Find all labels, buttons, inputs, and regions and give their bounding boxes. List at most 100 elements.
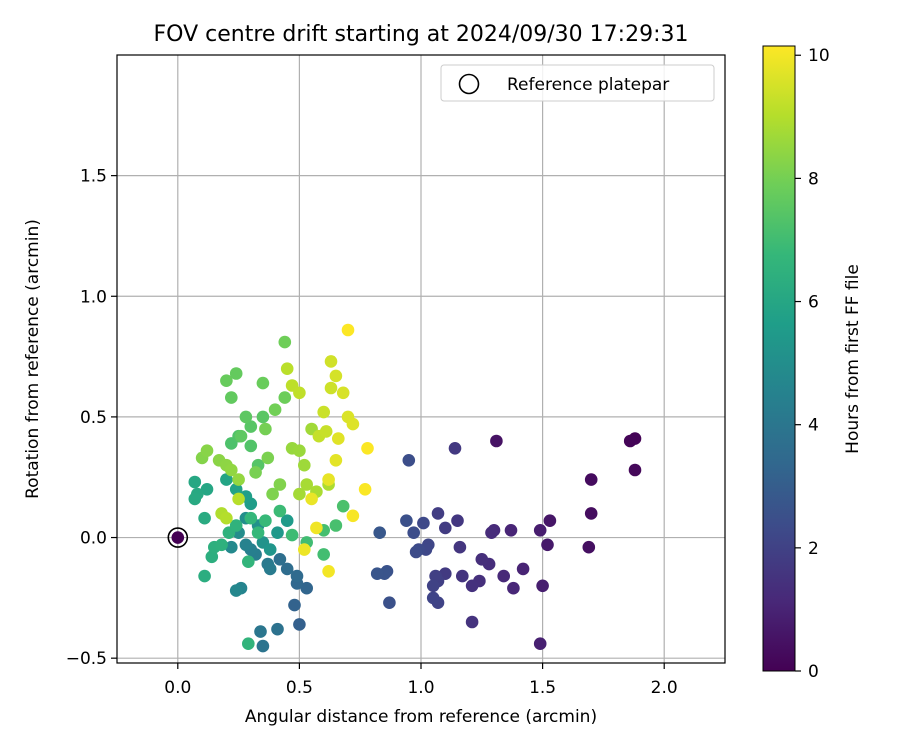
data-point: [358, 483, 372, 496]
colorbar-tick-label: 10: [808, 46, 830, 66]
data-point: [259, 514, 272, 527]
y-tick-label: 0.5: [80, 408, 107, 428]
y-tick-label: −0.5: [66, 649, 107, 669]
data-point: [256, 639, 270, 653]
data-point: [244, 439, 258, 453]
data-point: [298, 458, 311, 472]
data-point: [280, 514, 294, 527]
data-point: [198, 511, 211, 525]
data-point: [516, 562, 530, 576]
y-tick-label: 0.0: [80, 529, 107, 549]
data-point: [242, 637, 255, 650]
data-point: [205, 550, 219, 564]
x-axis-label: Angular distance from reference (arcmin): [245, 707, 597, 727]
data-point: [234, 429, 248, 443]
data-point: [582, 540, 596, 554]
data-point: [426, 579, 440, 593]
data-point: [497, 569, 511, 583]
data-point: [485, 526, 498, 539]
data-point: [249, 466, 262, 479]
data-point: [584, 507, 598, 520]
data-point: [490, 434, 503, 448]
y-tick-label: 1.5: [80, 167, 107, 187]
data-point: [504, 524, 518, 537]
data-point: [300, 478, 314, 491]
data-point: [407, 526, 421, 539]
data-point: [225, 463, 238, 477]
x-tick-label: 0.0: [164, 678, 191, 698]
data-point: [456, 569, 469, 583]
reference-ring: [167, 527, 189, 548]
data-point: [329, 519, 343, 532]
data-point: [584, 473, 598, 486]
data-point: [431, 507, 445, 520]
x-tick-label: 1.5: [529, 678, 556, 698]
data-point: [288, 598, 301, 612]
data-point: [336, 499, 350, 513]
data-point: [346, 417, 360, 431]
data-point: [361, 442, 374, 455]
data-points: [188, 323, 642, 653]
data-point: [322, 473, 335, 486]
data-point: [417, 516, 430, 530]
reference-point: [167, 527, 189, 548]
y-axis-label: Rotation from reference (arcmin): [23, 219, 43, 499]
data-point: [409, 545, 423, 559]
reference-dot: [171, 531, 185, 544]
data-point: [244, 511, 258, 525]
data-point: [370, 567, 384, 580]
x-tick-label: 1.0: [407, 678, 434, 698]
data-point: [251, 526, 265, 539]
data-point: [298, 543, 311, 556]
data-point: [536, 579, 549, 593]
colorbar-tick-label: 2: [808, 539, 819, 559]
data-point: [426, 591, 440, 605]
data-point: [429, 569, 442, 583]
data-point: [220, 374, 233, 388]
data-point: [280, 562, 294, 576]
colorbar: 0 2 4 6 8 10 Hours from first FF file: [762, 45, 863, 682]
data-point: [242, 555, 255, 568]
data-point: [336, 386, 350, 400]
data-point: [256, 376, 270, 390]
data-point: [439, 521, 452, 535]
data-point: [541, 538, 554, 552]
data-point: [268, 403, 282, 417]
data-point: [329, 454, 343, 467]
data-point: [310, 521, 323, 535]
legend-label: Reference platepar: [507, 75, 669, 95]
data-point: [225, 540, 238, 554]
data-point: [254, 625, 267, 638]
x-tick-label: 0.5: [286, 678, 313, 698]
data-point: [263, 543, 277, 556]
data-point: [198, 569, 211, 583]
data-point: [346, 509, 360, 523]
data-point: [623, 434, 637, 448]
data-point: [402, 454, 416, 467]
data-point: [285, 528, 299, 542]
data-point: [263, 562, 277, 576]
data-point: [200, 483, 214, 496]
data-point: [273, 553, 287, 566]
data-point: [383, 596, 396, 609]
data-point: [229, 584, 243, 597]
legend: Reference platepar: [440, 64, 715, 102]
data-point: [239, 410, 253, 424]
data-point: [453, 540, 467, 554]
data-point: [373, 526, 387, 539]
data-point: [533, 637, 547, 650]
data-point: [280, 362, 294, 376]
data-point: [261, 451, 275, 465]
colorbar-tick-label: 0: [808, 662, 819, 682]
data-point: [229, 483, 243, 496]
data-point: [188, 492, 202, 506]
data-point: [271, 526, 284, 539]
data-point: [400, 514, 413, 527]
data-point: [229, 519, 243, 532]
data-point: [239, 538, 253, 552]
colorbar-tick-label: 4: [808, 416, 819, 436]
data-point: [259, 422, 272, 436]
data-point: [244, 420, 258, 433]
